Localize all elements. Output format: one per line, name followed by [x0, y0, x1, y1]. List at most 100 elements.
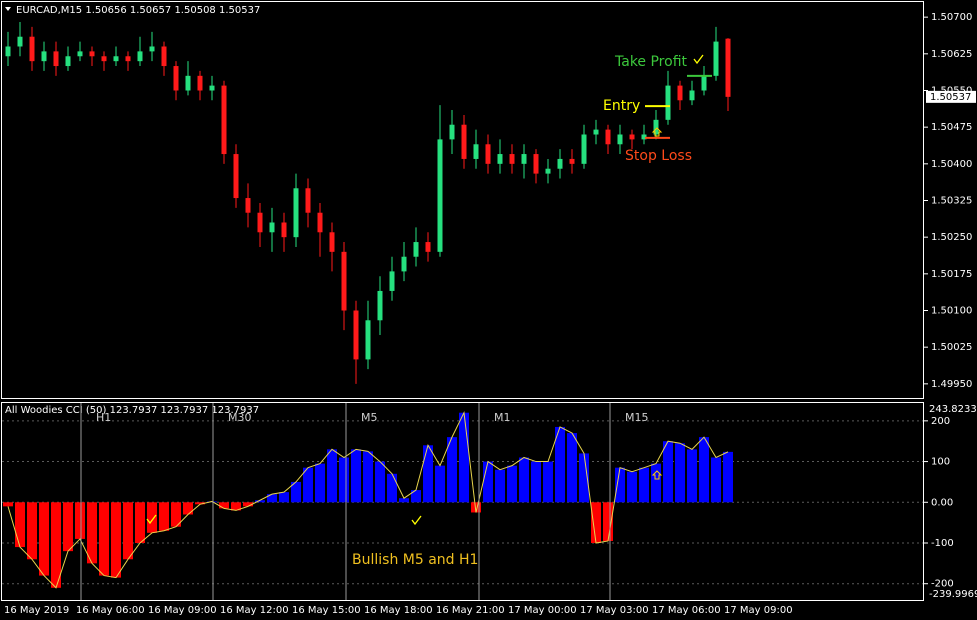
- annotation: Bullish M5 and H1: [352, 552, 478, 568]
- x-tick-label: 17 May 09:00: [724, 605, 793, 616]
- candle-body: [461, 124, 467, 159]
- arrow-icon: [651, 470, 663, 480]
- cci-bar: [531, 461, 541, 503]
- cci-bar: [675, 443, 685, 503]
- cci-line: [7, 410, 729, 589]
- x-tick-label: 17 May 03:00: [580, 605, 649, 616]
- candle-body: [533, 154, 539, 174]
- candle-body: [473, 144, 479, 159]
- low-value: 1.50508: [174, 5, 215, 16]
- cci-bar: [111, 502, 121, 578]
- y-tick-label: 100: [931, 457, 950, 468]
- cci-bar: [483, 461, 493, 503]
- y-tick-label: -200: [931, 579, 954, 590]
- x-tick-label: 16 May 12:00: [220, 605, 289, 616]
- candle-body: [413, 242, 419, 257]
- x-tick-label: 16 May 2019: [4, 605, 69, 616]
- y-limit-label: 243.8233: [929, 404, 977, 415]
- menu-arrow[interactable]: [5, 7, 11, 11]
- cci-bar: [231, 502, 241, 511]
- cci-bar: [423, 445, 433, 503]
- candle-body: [569, 158, 575, 164]
- cci-bar: [651, 463, 661, 503]
- cci-bar: [99, 502, 109, 576]
- cci-bar: [435, 465, 445, 503]
- candle-body: [77, 51, 83, 57]
- candle-body: [161, 46, 167, 67]
- cci-bar: [411, 490, 421, 503]
- cci-bar: [351, 449, 361, 503]
- candle-body: [185, 75, 191, 91]
- candle-body: [305, 188, 311, 213]
- y-tick-label: 1.50250: [931, 232, 972, 243]
- cci-bar: [639, 467, 649, 503]
- x-tick-label: 16 May 15:00: [292, 605, 361, 616]
- candle-body: [605, 129, 611, 145]
- cci-bar: [63, 502, 73, 552]
- arrow-icon: [651, 127, 663, 137]
- cci-bar: [459, 412, 469, 503]
- candle-body: [101, 56, 107, 62]
- cci-bar: [267, 494, 277, 503]
- candle-body: [389, 271, 395, 291]
- candle-body: [557, 158, 563, 169]
- cci-bar: [615, 467, 625, 503]
- candle-body: [5, 46, 11, 57]
- y-tick-label: 1.50400: [931, 159, 972, 170]
- candle-body: [497, 154, 503, 164]
- cci-bar: [591, 502, 601, 543]
- cci-bar: [363, 451, 373, 503]
- cci-bar: [699, 437, 709, 503]
- candle-body: [641, 134, 647, 140]
- cci-bar: [399, 498, 409, 503]
- cci-bar: [243, 502, 253, 507]
- candle-body: [341, 251, 347, 311]
- candle-body: [425, 242, 431, 252]
- cci-bar: [387, 473, 397, 503]
- cci-bar: [75, 502, 85, 539]
- timeframe-label: H1: [96, 411, 111, 424]
- candle-body: [521, 154, 527, 164]
- cci-bar: [555, 426, 565, 503]
- timeframe-label: M30: [228, 411, 252, 424]
- current-price-box: [926, 90, 976, 103]
- cci-bar: [171, 502, 181, 527]
- cci-value: 123.7937: [110, 405, 158, 416]
- candle-body: [65, 56, 71, 67]
- timeframe-label: M1: [494, 411, 511, 424]
- cci-bar: [543, 461, 553, 503]
- price-header: EURCAD,M15 1.50656 1.50657 1.50508 1.505…: [16, 5, 260, 16]
- candle-body: [593, 129, 599, 135]
- cci-panel-frame: [1, 402, 924, 601]
- cci-bar: [327, 449, 337, 503]
- cci-bar: [339, 457, 349, 503]
- cci-bar: [567, 433, 577, 503]
- y-tick-label: -100: [931, 538, 954, 549]
- cci-bar: [627, 471, 637, 503]
- candle-body: [221, 85, 227, 155]
- candle-body: [485, 144, 491, 164]
- candle-body: [197, 75, 203, 91]
- candle-body: [449, 124, 455, 140]
- x-tick-label: 17 May 00:00: [508, 605, 577, 616]
- cci-value: 123.7937: [211, 405, 259, 416]
- cci-bar: [279, 492, 289, 503]
- y-tick-label: 0.00: [931, 497, 953, 508]
- cci-bar: [219, 502, 229, 509]
- cci-bar: [159, 502, 169, 531]
- candle-body: [89, 51, 95, 57]
- cci-header: All Woodies CCI (50) 123.7937 123.7937 1…: [5, 405, 259, 416]
- indicator-name: All Woodies CCI (50): [5, 405, 107, 416]
- x-tick-label: 16 May 09:00: [148, 605, 217, 616]
- cci-bar: [123, 502, 133, 560]
- cci-bar: [291, 481, 301, 503]
- cci-bar: [663, 441, 673, 503]
- check-icon: [411, 515, 422, 526]
- candle-body: [509, 154, 515, 164]
- cci-bar: [183, 502, 193, 515]
- candle-body: [701, 75, 707, 91]
- cci-bar: [39, 502, 49, 576]
- x-tick-label: 16 May 06:00: [76, 605, 145, 616]
- candle-body: [209, 85, 215, 91]
